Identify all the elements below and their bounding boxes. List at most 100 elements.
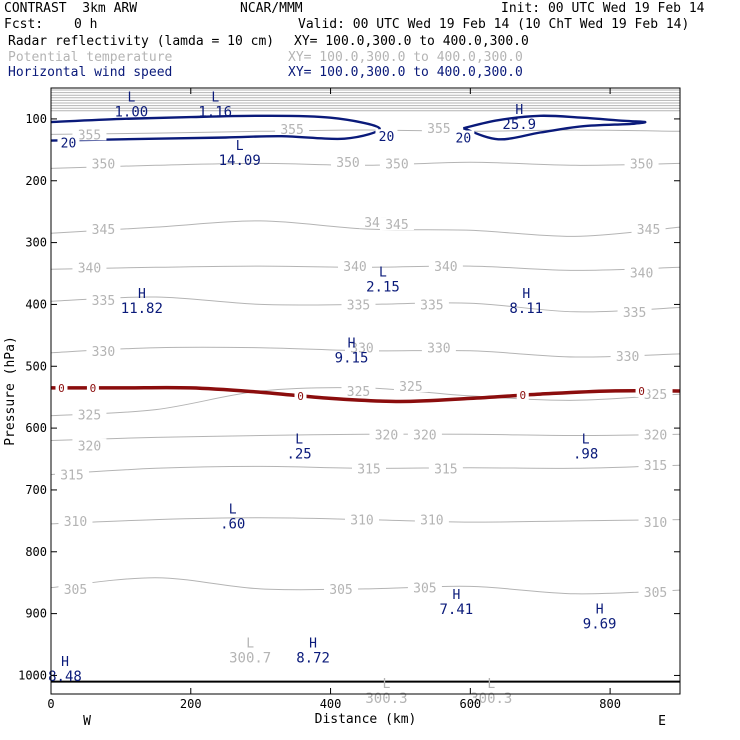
y-axis-label: Pressure (hPa) xyxy=(3,336,18,446)
freezing-label-bg xyxy=(516,389,529,402)
freezing-label-bg xyxy=(55,381,68,394)
freezing-label-bg xyxy=(86,381,99,394)
extremum-value: 8.48 xyxy=(48,669,82,685)
theta-label-bg xyxy=(638,427,673,441)
theta-label: 355 xyxy=(78,128,101,143)
theta-label-bg xyxy=(421,121,456,135)
theta-label-bg xyxy=(341,297,376,311)
valid-time: Valid: 00 UTC Wed 19 Feb 14 (10 ChT Wed … xyxy=(298,17,690,32)
extremum-value: 300.3 xyxy=(365,691,407,707)
wind-label: 20 xyxy=(379,130,395,145)
theta-contour-350 xyxy=(51,161,680,169)
theta-label: 340 xyxy=(343,260,366,275)
theta-label-bg xyxy=(638,515,673,529)
east-label: E xyxy=(658,714,666,729)
legend-reflectivity-xy: XY= 100.0,300.0 to 400.0,300.0 xyxy=(294,34,529,49)
theta-label-bg xyxy=(341,384,376,397)
legend-wind-speed-xy: XY= 100.0,300.0 to 400.0,300.0 xyxy=(288,65,523,80)
theta-label-bg xyxy=(86,343,121,357)
theta-label-bg xyxy=(610,348,645,362)
extremum-value: 2.15 xyxy=(366,280,400,296)
extremum-value: 7.41 xyxy=(439,602,473,618)
theta-label-bg xyxy=(72,260,107,274)
theta-label-bg xyxy=(638,584,673,598)
wind-speed-contours xyxy=(51,114,647,142)
freezing-level xyxy=(51,385,680,404)
theta-label-bg xyxy=(351,461,386,475)
theta-label: 310 xyxy=(64,515,87,530)
wind-label: 20 xyxy=(61,136,77,151)
y-tick-label: 600 xyxy=(25,421,47,435)
theta-contour-345 xyxy=(51,220,680,237)
theta-label: 320 xyxy=(644,428,667,443)
theta-label: 340 xyxy=(630,266,653,281)
low-marker: L xyxy=(379,266,387,281)
theta-label: 330 xyxy=(92,345,115,360)
theta-label-bg xyxy=(631,221,666,235)
theta-label: 350 xyxy=(385,157,408,172)
theta-label: 330 xyxy=(427,342,450,357)
y-tick-label: 500 xyxy=(25,359,47,373)
theta-label: 325 xyxy=(78,408,101,423)
theta-label-bg xyxy=(428,259,463,273)
low-marker: L xyxy=(582,433,590,448)
legend-potential-temperature-xy: XY= 100.0,300.0 to 400.0,300.0 xyxy=(288,50,523,65)
low-marker: L xyxy=(211,91,219,106)
theta-label-bg xyxy=(379,217,414,231)
low-marker: L xyxy=(295,433,303,448)
x-tick-label: 0 xyxy=(47,697,54,711)
theta-label-bg xyxy=(407,580,442,594)
high-marker: H xyxy=(309,637,317,652)
theta-label: 320 xyxy=(375,428,398,443)
y-tick-label: 100 xyxy=(25,112,47,126)
theta-label-bg xyxy=(58,581,93,595)
chart-title: CONTRAST 3km ARW xyxy=(4,1,138,16)
y-tick-label: 700 xyxy=(25,483,47,497)
freezing-label: 0 xyxy=(638,385,645,398)
wind-contour-20-1 xyxy=(462,114,647,141)
theta-label: 330 xyxy=(616,350,639,365)
theta-label-bg xyxy=(624,265,659,279)
high-marker: H xyxy=(522,287,530,302)
extremum-value: .25 xyxy=(286,447,311,463)
low-marker: L xyxy=(383,677,391,692)
theta-label: 305 xyxy=(329,583,352,598)
y-tick-label: 1000 xyxy=(18,668,47,682)
theta-label: 320 xyxy=(78,439,101,454)
extremum-value: 300.3 xyxy=(470,691,512,707)
legend-potential-temperature: Potential temperature xyxy=(8,50,173,65)
x-tick-label: 800 xyxy=(599,697,621,711)
theta-label-bg xyxy=(421,340,456,354)
model-center: NCAR/MMM xyxy=(240,1,303,16)
theta-label: 305 xyxy=(644,586,667,601)
theta-label: 310 xyxy=(350,514,373,529)
extremum-value: .98 xyxy=(573,447,598,463)
init-time: Init: 00 UTC Wed 19 Feb 14 xyxy=(501,1,705,16)
extremum-value: 9.69 xyxy=(583,617,617,633)
theta-label-bg xyxy=(428,461,463,475)
theta-label: 345 xyxy=(385,218,408,233)
theta-label: 305 xyxy=(413,582,436,597)
legend-wind-speed: Horizontal wind speed xyxy=(8,65,173,80)
freezing-label-bg xyxy=(294,389,307,402)
freezing-level-line xyxy=(51,385,680,404)
legend-reflectivity: Radar reflectivity (lamda = 10 cm) xyxy=(8,34,275,49)
x-tick-label: 200 xyxy=(180,697,202,711)
extremum-value: 8.72 xyxy=(296,651,330,667)
theta-label: 315 xyxy=(60,468,83,483)
theta-label: 320 xyxy=(413,428,436,443)
high-marker: H xyxy=(452,588,460,603)
wind-label: 20 xyxy=(456,131,472,146)
extremum-value: .60 xyxy=(220,516,245,532)
forecast-hour: 0 h xyxy=(74,17,98,32)
theta-label: 325 xyxy=(644,388,667,403)
theta-label: 350 xyxy=(92,157,115,172)
theta-label: 315 xyxy=(644,459,667,474)
theta-label: 335 xyxy=(347,298,370,313)
x-tick-label: 600 xyxy=(459,697,481,711)
wind-label-bg xyxy=(452,130,475,144)
theta-label: 355 xyxy=(280,123,303,138)
wind-contour-20-0 xyxy=(51,114,381,142)
